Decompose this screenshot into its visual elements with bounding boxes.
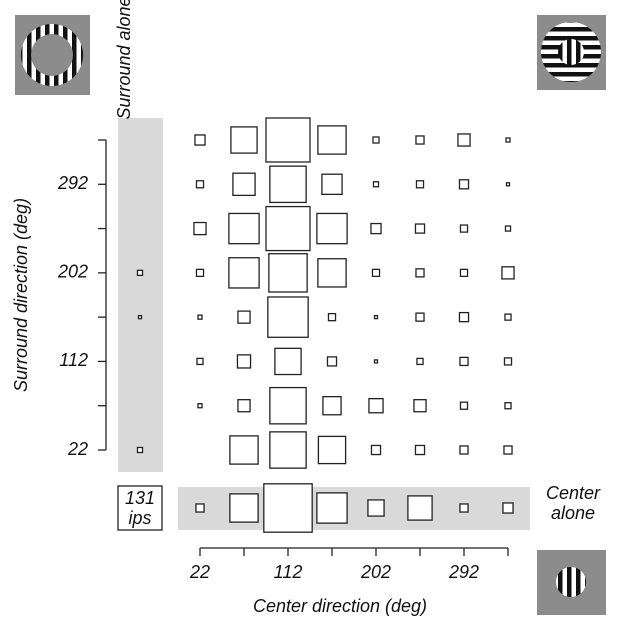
- stimulus-icons: [15, 15, 606, 615]
- response-square: [195, 180, 205, 189]
- response-square: [414, 444, 426, 456]
- response-square: [268, 253, 308, 293]
- y-tick-label: 112: [59, 350, 88, 370]
- y-tick-label: 22: [67, 439, 88, 459]
- response-square: [505, 182, 511, 187]
- response-square: [459, 401, 469, 410]
- response-square: [503, 357, 513, 366]
- response-square: [458, 311, 470, 323]
- response-square: [316, 492, 348, 524]
- response-square: [317, 258, 347, 288]
- response-square: [459, 268, 469, 278]
- response-square: [413, 399, 427, 413]
- response-square: [237, 310, 251, 324]
- response-square: [372, 181, 380, 188]
- response-square: [274, 347, 302, 376]
- response-square: [136, 446, 144, 454]
- response-square: [501, 266, 515, 280]
- response-square: [459, 445, 469, 455]
- response-square: [265, 117, 311, 163]
- response-square: [269, 165, 307, 204]
- center-alone-label: Center alone: [545, 483, 601, 523]
- response-square: [459, 224, 469, 233]
- response-square: [230, 126, 258, 154]
- response-square: [317, 125, 347, 155]
- response-square: [322, 395, 342, 416]
- response-square: [316, 212, 348, 245]
- response-square: [137, 314, 143, 320]
- response-square: [416, 357, 424, 366]
- response-square: [370, 222, 382, 235]
- response-square: [502, 502, 514, 514]
- response-square: [136, 269, 144, 277]
- response-square: [193, 221, 207, 236]
- response-square: [503, 445, 513, 455]
- response-square: [371, 268, 381, 278]
- response-square: [415, 180, 425, 189]
- response-square: [194, 134, 206, 146]
- response-square: [459, 356, 469, 367]
- response-square: [228, 212, 260, 245]
- response-square: [415, 312, 425, 322]
- response-square: [196, 357, 204, 366]
- scale-label: 131 ips: [124, 488, 156, 528]
- response-square: [415, 268, 425, 278]
- x-tick-label: 22: [189, 562, 210, 582]
- response-square: [236, 354, 252, 369]
- response-square: [195, 268, 205, 278]
- scale-box: [117, 485, 163, 531]
- response-square: [504, 313, 512, 321]
- y-tick-label: 292: [57, 173, 88, 193]
- response-square: [415, 135, 425, 145]
- response-square: [229, 493, 259, 523]
- response-square: [232, 172, 256, 197]
- response-square: [372, 136, 380, 144]
- surround-alone-band: [118, 118, 163, 472]
- surround-alone-label: Surround alone: [114, 0, 134, 120]
- response-square: [367, 499, 385, 517]
- response-square: [327, 312, 337, 322]
- response-square: [317, 435, 347, 465]
- response-square: [269, 386, 307, 425]
- response-square: [265, 205, 311, 252]
- response-square: [459, 503, 469, 513]
- y-axis-label: Surround direction (deg): [11, 198, 31, 392]
- response-square: [269, 431, 307, 469]
- response-square: [458, 179, 470, 190]
- x-tick-label: 112: [274, 562, 303, 582]
- response-square: [267, 296, 309, 338]
- response-square: [457, 133, 471, 147]
- response-square: [229, 435, 259, 465]
- response-square: [228, 257, 260, 289]
- response-square: [368, 398, 384, 414]
- response-square: [197, 403, 203, 409]
- response-square: [263, 483, 313, 533]
- response-square: [197, 314, 203, 320]
- response-square: [321, 173, 343, 196]
- response-square: [326, 356, 338, 367]
- response-square: [373, 314, 379, 320]
- response-square: [505, 137, 511, 143]
- response-square: [195, 503, 205, 513]
- response-square: [373, 359, 379, 364]
- response-square: [504, 402, 512, 410]
- x-tick-label: 292: [448, 562, 479, 582]
- response-square: [504, 225, 512, 232]
- response-square: [407, 495, 433, 521]
- response-square: [237, 399, 251, 413]
- x-axis-label: Center direction (deg): [253, 596, 427, 616]
- x-tick-label: 202: [360, 562, 391, 582]
- response-square: [370, 444, 382, 456]
- y-tick-label: 202: [57, 262, 88, 282]
- response-square: [414, 223, 426, 234]
